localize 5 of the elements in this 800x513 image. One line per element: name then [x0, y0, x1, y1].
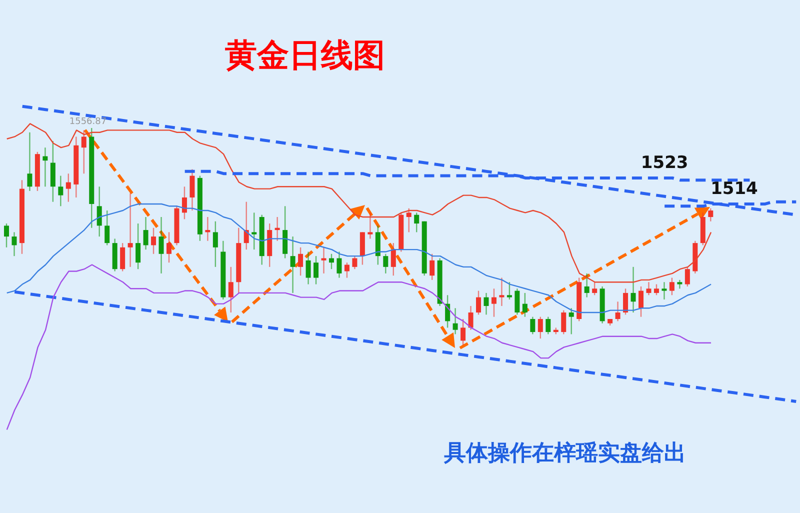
annotation: 1556.87: [69, 117, 107, 128]
series-label: 1523: [640, 152, 688, 173]
series-label: 1514: [710, 178, 758, 199]
chart-title: 黄金日线图: [225, 36, 385, 74]
text: 具体操作在梓瑶实盘给出: [443, 440, 686, 466]
